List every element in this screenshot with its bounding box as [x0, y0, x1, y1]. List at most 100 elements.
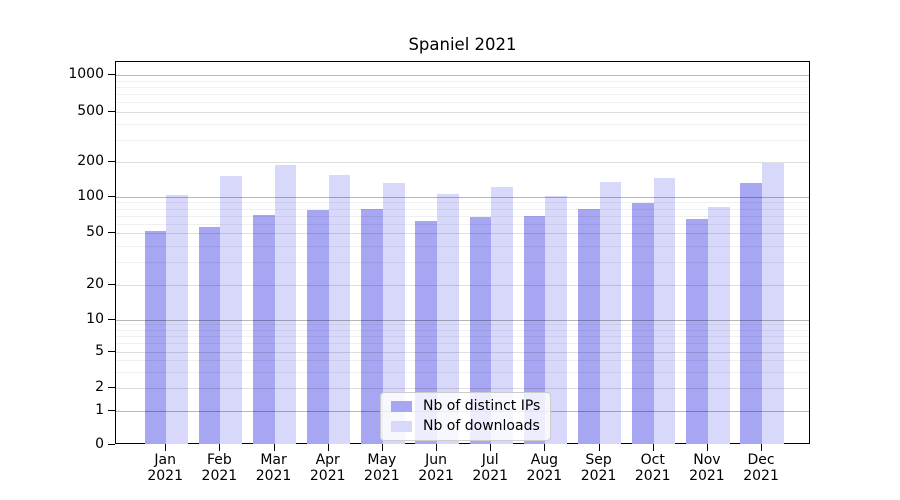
bar-ips-jan	[144, 230, 167, 444]
x-tick-label-aug: Aug 2021	[526, 452, 563, 484]
gridline-40	[116, 245, 809, 247]
y-tick-mark	[108, 283, 115, 285]
plot-area: Nb of distinct IPs Nb of downloads	[115, 61, 810, 444]
x-tick-mark	[490, 444, 492, 451]
y-tick-label-0: 0	[95, 436, 104, 452]
gridline-30	[116, 261, 809, 263]
legend: Nb of distinct IPs Nb of downloads	[380, 392, 552, 441]
legend-swatch	[391, 401, 412, 412]
gridline-600	[116, 101, 809, 103]
gridline-1000	[116, 75, 809, 76]
x-tick-label-may: May 2021	[364, 452, 400, 484]
y-tick-mark	[108, 161, 115, 162]
x-tick-label-sep: Sep 2021	[580, 452, 617, 484]
x-tick-label-oct: Oct 2021	[634, 452, 671, 484]
y-tick-mark	[108, 110, 115, 112]
x-tick-mark	[165, 444, 167, 451]
x-tick-label-feb: Feb 2021	[201, 452, 238, 484]
y-tick-mark	[108, 318, 115, 320]
legend-label: Nb of distinct IPs	[423, 398, 541, 414]
y-tick-label-50: 50	[86, 224, 104, 240]
bar-ips-oct	[632, 203, 654, 444]
bar-ips-mar	[252, 214, 275, 444]
gridline-9	[116, 324, 809, 326]
bar-downloads-may	[382, 182, 405, 444]
y-tick-label-2: 2	[95, 379, 104, 395]
x-tick-mark	[598, 444, 600, 451]
y-tick-label-5: 5	[95, 342, 104, 359]
gridline-900	[116, 80, 809, 82]
bar-ips-feb	[198, 227, 221, 444]
x-tick-mark	[381, 444, 383, 451]
gridline-300	[116, 139, 809, 141]
x-tick-mark	[544, 444, 546, 451]
x-tick-mark	[706, 444, 708, 451]
gridline-100	[116, 197, 809, 198]
gridline-200	[116, 162, 809, 163]
gridline-700	[116, 93, 809, 95]
x-tick-mark	[273, 444, 275, 451]
y-tick-mark	[108, 74, 115, 75]
bar-downloads-mar	[274, 164, 297, 444]
y-tick-label-10: 10	[86, 310, 104, 327]
bar-downloads-feb	[220, 175, 243, 444]
bar-downloads-jun	[437, 193, 459, 444]
gridline-4	[116, 360, 809, 362]
bar-ips-jun	[415, 220, 438, 444]
y-tick-mark	[108, 196, 115, 197]
bar-downloads-dec	[762, 162, 784, 444]
y-tick-label-1000: 1000	[68, 66, 104, 82]
gridline-60	[116, 223, 809, 225]
x-tick-label-jun: Jun 2021	[418, 452, 454, 484]
y-tick-mark	[108, 409, 115, 411]
gridline-8	[116, 329, 809, 331]
x-tick-mark	[652, 444, 654, 451]
x-tick-mark	[436, 444, 438, 451]
y-tick-mark	[108, 387, 115, 388]
x-tick-label-jul: Jul 2021	[472, 452, 509, 484]
x-tick-label-dec: Dec 2021	[743, 452, 779, 484]
x-tick-label-nov: Nov 2021	[689, 452, 725, 484]
gridline-3	[116, 371, 809, 373]
gridline-90	[116, 202, 809, 204]
gridline-800	[116, 86, 809, 88]
gridline-70	[116, 215, 809, 217]
y-tick-mark	[108, 350, 115, 352]
bar-downloads-apr	[328, 174, 351, 444]
gridline-7	[116, 335, 809, 337]
gridline-5	[116, 351, 809, 353]
bar-ips-jul	[469, 217, 492, 444]
gridline-50	[116, 233, 809, 234]
y-tick-mark	[108, 444, 115, 445]
x-tick-mark	[327, 444, 329, 451]
legend-row: Nb of downloads	[391, 418, 540, 435]
bar-downloads-jan	[166, 194, 188, 444]
bar-ips-may	[361, 209, 383, 444]
x-tick-label-mar: Mar 2021	[255, 452, 292, 484]
chart-title: Spaniel 2021	[408, 35, 517, 54]
bar-ips-aug	[523, 216, 546, 444]
legend-label: Nb of downloads	[423, 418, 540, 434]
y-tick-label-500: 500	[77, 102, 104, 119]
bar-ips-dec	[740, 182, 763, 444]
x-tick-label-apr: Apr 2021	[309, 452, 346, 484]
y-tick-label-100: 100	[77, 188, 104, 204]
gridline-20	[116, 284, 809, 286]
bar-ips-nov	[686, 219, 708, 444]
y-tick-mark	[108, 232, 115, 233]
x-tick-mark	[761, 444, 763, 451]
gridline-400	[116, 123, 809, 125]
y-tick-label-200: 200	[77, 153, 104, 169]
bar-ips-apr	[307, 209, 329, 444]
x-tick-label-jan: Jan 2021	[147, 452, 183, 484]
x-tick-mark	[219, 444, 221, 451]
bar-downloads-sep	[599, 181, 622, 444]
gridline-10	[116, 319, 809, 321]
bar-downloads-oct	[653, 178, 676, 444]
y-tick-label-20: 20	[86, 275, 104, 292]
gridline-500	[116, 111, 809, 113]
gridline-80	[116, 208, 809, 210]
bar-ips-sep	[577, 209, 600, 444]
bar-downloads-aug	[545, 196, 568, 444]
